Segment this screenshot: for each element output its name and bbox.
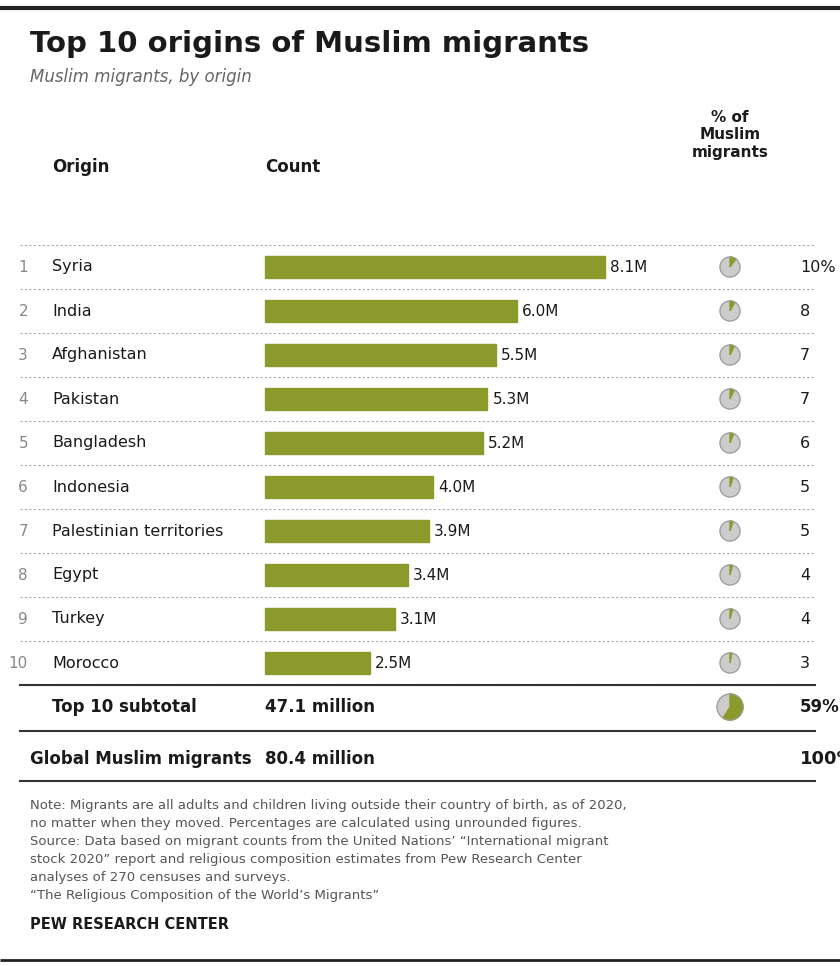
Text: 6: 6 bbox=[800, 436, 810, 450]
Wedge shape bbox=[730, 257, 736, 267]
Text: Muslim migrants, by origin: Muslim migrants, by origin bbox=[30, 68, 252, 86]
Circle shape bbox=[720, 653, 740, 673]
Text: 5: 5 bbox=[18, 436, 28, 450]
Circle shape bbox=[720, 521, 740, 541]
Wedge shape bbox=[730, 653, 732, 663]
Wedge shape bbox=[730, 301, 735, 311]
Text: 7: 7 bbox=[800, 391, 810, 407]
Text: 100%: 100% bbox=[800, 750, 840, 768]
Text: 7: 7 bbox=[18, 524, 28, 538]
Text: PEW RESEARCH CENTER: PEW RESEARCH CENTER bbox=[30, 917, 229, 932]
Text: 9: 9 bbox=[18, 611, 28, 627]
Text: 8.1M: 8.1M bbox=[610, 260, 648, 274]
Text: Afghanistan: Afghanistan bbox=[52, 348, 148, 362]
Wedge shape bbox=[730, 345, 734, 355]
Text: % of
Muslim
migrants: % of Muslim migrants bbox=[691, 110, 769, 159]
Text: Egypt: Egypt bbox=[52, 567, 98, 582]
Text: 8: 8 bbox=[800, 303, 811, 319]
Bar bbox=[265, 432, 483, 454]
Text: 5: 5 bbox=[800, 479, 810, 495]
Text: 3.1M: 3.1M bbox=[400, 611, 438, 627]
Text: Note: Migrants are all adults and children living outside their country of birth: Note: Migrants are all adults and childr… bbox=[30, 799, 627, 812]
Text: 4: 4 bbox=[800, 567, 810, 582]
Wedge shape bbox=[730, 609, 732, 619]
Text: Origin: Origin bbox=[52, 158, 109, 176]
Text: 3.9M: 3.9M bbox=[433, 524, 471, 538]
Text: Count: Count bbox=[265, 158, 320, 176]
Text: Pakistan: Pakistan bbox=[52, 391, 119, 407]
Bar bbox=[265, 520, 428, 542]
Wedge shape bbox=[730, 477, 733, 487]
Text: 3: 3 bbox=[18, 348, 28, 362]
Text: Turkey: Turkey bbox=[52, 611, 105, 627]
Circle shape bbox=[720, 389, 740, 409]
Text: 2: 2 bbox=[18, 303, 28, 319]
Text: stock 2020” report and religious composition estimates from Pew Research Center: stock 2020” report and religious composi… bbox=[30, 853, 582, 866]
Text: 4: 4 bbox=[18, 391, 28, 407]
Bar bbox=[265, 564, 407, 586]
Circle shape bbox=[717, 694, 743, 720]
Text: 47.1 million: 47.1 million bbox=[265, 698, 375, 716]
Text: 10: 10 bbox=[8, 656, 28, 670]
Circle shape bbox=[720, 477, 740, 497]
Text: Bangladesh: Bangladesh bbox=[52, 436, 146, 450]
Text: no matter when they moved. Percentages are calculated using unrounded figures.: no matter when they moved. Percentages a… bbox=[30, 817, 581, 830]
Text: Indonesia: Indonesia bbox=[52, 479, 129, 495]
Text: Global Muslim migrants: Global Muslim migrants bbox=[30, 750, 252, 768]
Text: “The Religious Composition of the World’s Migrants”: “The Religious Composition of the World’… bbox=[30, 889, 379, 902]
Circle shape bbox=[720, 609, 740, 629]
Bar bbox=[265, 476, 433, 498]
Text: 8: 8 bbox=[18, 567, 28, 582]
Text: Source: Data based on migrant counts from the United Nations’ “International mig: Source: Data based on migrant counts fro… bbox=[30, 835, 608, 848]
Text: 10%: 10% bbox=[800, 260, 836, 274]
Text: 5: 5 bbox=[800, 524, 810, 538]
Wedge shape bbox=[730, 521, 733, 531]
Text: 4: 4 bbox=[800, 611, 810, 627]
Text: 3: 3 bbox=[800, 656, 810, 670]
Text: 3.4M: 3.4M bbox=[412, 567, 450, 582]
Bar bbox=[265, 388, 487, 410]
Text: analyses of 270 censuses and surveys.: analyses of 270 censuses and surveys. bbox=[30, 871, 291, 884]
Text: 5.3M: 5.3M bbox=[492, 391, 530, 407]
Wedge shape bbox=[730, 433, 733, 443]
Text: Palestinian territories: Palestinian territories bbox=[52, 524, 223, 538]
Text: 4.0M: 4.0M bbox=[438, 479, 475, 495]
Text: 1: 1 bbox=[18, 260, 28, 274]
Text: 6.0M: 6.0M bbox=[522, 303, 559, 319]
Bar bbox=[265, 300, 517, 322]
Bar bbox=[265, 256, 605, 278]
Text: Morocco: Morocco bbox=[52, 656, 119, 670]
Bar bbox=[265, 652, 370, 674]
Text: Top 10 origins of Muslim migrants: Top 10 origins of Muslim migrants bbox=[30, 30, 589, 58]
Circle shape bbox=[720, 257, 740, 277]
Text: 2.5M: 2.5M bbox=[375, 656, 412, 670]
Text: 5.5M: 5.5M bbox=[501, 348, 538, 362]
Text: India: India bbox=[52, 303, 92, 319]
Wedge shape bbox=[723, 694, 743, 720]
Wedge shape bbox=[730, 389, 734, 399]
Text: 6: 6 bbox=[18, 479, 28, 495]
Text: 59%: 59% bbox=[800, 698, 840, 716]
Circle shape bbox=[720, 301, 740, 321]
Wedge shape bbox=[730, 565, 732, 575]
Circle shape bbox=[720, 345, 740, 365]
Circle shape bbox=[720, 565, 740, 585]
Text: Syria: Syria bbox=[52, 260, 92, 274]
Bar bbox=[265, 608, 395, 630]
Text: 7: 7 bbox=[800, 348, 810, 362]
Bar bbox=[265, 344, 496, 366]
Text: Top 10 subtotal: Top 10 subtotal bbox=[52, 698, 197, 716]
Circle shape bbox=[720, 433, 740, 453]
Text: 5.2M: 5.2M bbox=[488, 436, 526, 450]
Text: 80.4 million: 80.4 million bbox=[265, 750, 375, 768]
